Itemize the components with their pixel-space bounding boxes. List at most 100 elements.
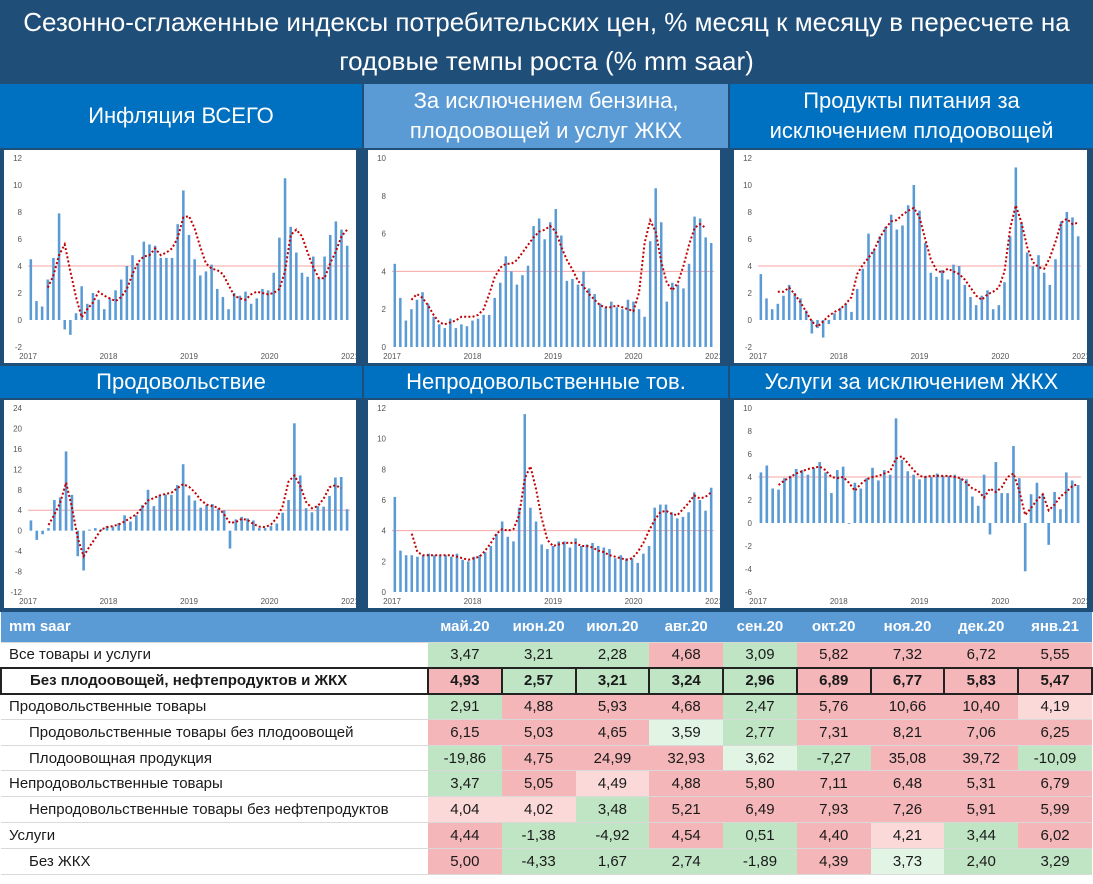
bar-11 <box>94 528 97 531</box>
row-value-8: 6,25 <box>1018 719 1092 746</box>
bar-50 <box>1042 272 1046 320</box>
bar-55 <box>698 218 702 347</box>
x-tick-label-1: 2018 <box>100 352 118 361</box>
bar-52 <box>687 512 690 592</box>
bar-48 <box>1041 494 1045 523</box>
bar-55 <box>340 229 343 320</box>
y-tick-label-5: 10 <box>377 435 386 444</box>
bar-25 <box>170 257 174 320</box>
bar-55 <box>1071 217 1074 320</box>
row-value-8: 3,29 <box>1018 848 1092 875</box>
bar-53 <box>687 263 691 347</box>
y-tick-label-0: -2 <box>15 343 23 352</box>
bar-51 <box>328 495 331 531</box>
y-tick-label-3: 0 <box>748 519 753 528</box>
bar-4 <box>415 299 419 347</box>
bar-20 <box>504 256 508 347</box>
bar-45 <box>647 546 651 592</box>
bar-12 <box>827 320 831 325</box>
bar-16 <box>853 482 857 523</box>
bar-16 <box>850 311 853 320</box>
row-value-3: 3,24 <box>648 666 725 695</box>
x-tick-label-3: 2020 <box>625 597 643 606</box>
x-tick-label-4: 2021 <box>341 597 356 606</box>
bar-5 <box>58 497 62 531</box>
bar-34 <box>585 544 589 592</box>
chart-title-5: Непродовольственные тов. <box>364 366 728 398</box>
bar-31 <box>565 280 569 347</box>
bar-22 <box>888 474 892 523</box>
bar-10 <box>450 556 453 592</box>
bar-40 <box>263 528 267 531</box>
bar-7 <box>432 316 435 347</box>
y-tick-label-6: 10 <box>13 181 22 190</box>
bar-0 <box>29 259 33 320</box>
row-value-7: 2,40 <box>944 848 1019 875</box>
row-value-5: 7,31 <box>796 719 871 746</box>
bar-19 <box>140 505 144 531</box>
bar-47 <box>659 504 662 592</box>
y-tick-label-1: 0 <box>18 316 23 325</box>
y-tick-label-1: -8 <box>15 568 23 577</box>
row-value-4: 2,47 <box>723 693 797 720</box>
bar-54 <box>698 500 702 592</box>
bar-25 <box>901 225 904 320</box>
y-tick-label-4: 6 <box>748 235 753 244</box>
bar-18 <box>131 255 134 320</box>
y-tick-label-0: -6 <box>745 588 753 597</box>
bar-49 <box>1047 523 1051 545</box>
x-axis: 2017 2018 2019 2020 2021 <box>749 352 1087 361</box>
x-tick-label-0: 2017 <box>19 597 37 606</box>
x-axis: 2017 2018 2019 2020 2021 <box>19 597 356 606</box>
trend-line <box>410 463 712 561</box>
bar-11 <box>821 320 825 338</box>
y-tick-label-7: 16 <box>13 445 22 454</box>
bar-15 <box>117 523 121 531</box>
bar-24 <box>165 257 168 320</box>
y-axis: 0 2 4 6 8 10 12 <box>377 404 386 597</box>
chart-nonfood: 0 2 4 6 8 10 12 2017 2018 2019 2020 2021 <box>368 400 720 608</box>
table-header-month-1: июн.20 <box>501 612 576 643</box>
bar-43 <box>632 301 635 347</box>
row-value-2: 24,99 <box>575 745 650 772</box>
row-value-3: 2,74 <box>649 848 724 875</box>
bar-30 <box>560 235 563 347</box>
row-value-6: 6,48 <box>870 770 945 798</box>
bar-3 <box>777 489 780 523</box>
bar-33 <box>222 510 226 531</box>
bar-35 <box>227 309 230 320</box>
y-tick-label-5: 10 <box>377 154 386 163</box>
y-tick-label-5: 4 <box>748 473 753 482</box>
row-value-5: -7,27 <box>796 745 871 772</box>
bar-47 <box>304 508 308 531</box>
bar-10 <box>449 318 452 347</box>
bar-39 <box>249 303 253 320</box>
trend-line <box>777 201 1079 329</box>
row-value-2: 3,48 <box>575 796 650 824</box>
y-tick-label-2: -4 <box>15 547 23 556</box>
bar-13 <box>465 326 469 347</box>
bar-17 <box>489 546 493 592</box>
row-value-4: 5,80 <box>723 770 797 798</box>
row-label: Все товары и услуги <box>1 642 428 669</box>
bar-46 <box>648 241 652 347</box>
bar-9 <box>810 320 814 334</box>
bar-3 <box>47 528 50 531</box>
bar-52 <box>323 256 326 320</box>
bar-9 <box>82 530 85 571</box>
bar-25 <box>175 485 179 531</box>
table-header-month-0: май.20 <box>428 612 502 643</box>
bar-33 <box>215 288 219 320</box>
row-label: Без плодоовощей, нефтепродуктов и ЖКХ <box>0 666 429 695</box>
bar-44 <box>1018 478 1021 523</box>
x-axis: 2017 2018 2019 2020 2021 <box>19 352 356 361</box>
bar-20 <box>146 489 150 531</box>
row-value-5: 4,39 <box>796 848 871 875</box>
y-tick-label-2: 4 <box>382 267 387 276</box>
bar-57 <box>709 243 713 347</box>
bar-8 <box>438 555 442 592</box>
bar-0 <box>393 263 397 347</box>
bar-27 <box>182 190 185 320</box>
row-value-5: 6,89 <box>795 666 872 695</box>
chart-food-ex-veg: -2 0 2 4 6 8 10 12 2017 2018 2019 2020 2021 <box>734 150 1087 363</box>
